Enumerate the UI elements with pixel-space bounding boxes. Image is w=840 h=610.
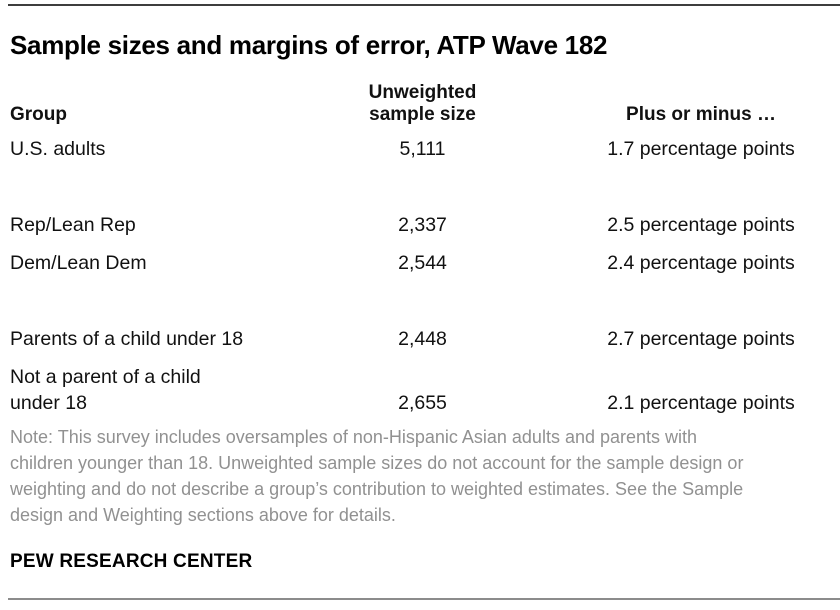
footnote-line: design and Weighting sections above for … [10, 505, 396, 525]
margin-of-error-value: 2.4 percentage points [607, 252, 795, 274]
sample-size-value: 2,448 [398, 328, 447, 350]
column-header-plus-or-minus: Plus or minus … [626, 104, 776, 125]
group-label: Not a parent of a child under 18 [10, 366, 201, 414]
sample-size-value: 2,337 [398, 214, 447, 236]
source-attribution: PEW RESEARCH CENTER [10, 551, 253, 572]
bottom-rule [8, 598, 840, 600]
sample-size-value: 2,544 [398, 252, 447, 274]
table-row-not-a-parent: Not a parent of a child under 18 2,655 2… [10, 358, 810, 416]
figure-title: Sample sizes and margins of error, ATP W… [10, 30, 608, 60]
group-label: Parents of a child under 18 [10, 328, 244, 350]
margin-of-error-value: 1.7 percentage points [607, 138, 795, 160]
filler-cell [480, 130, 592, 168]
table-row-parents: Parents of a child under 18 2,448 2.7 pe… [10, 320, 810, 358]
sample-size-value: 2,655 [398, 392, 447, 414]
footnote-line: Note: This survey includes oversamples o… [10, 427, 698, 447]
table-row-rep-lean-rep: Rep/Lean Rep 2,337 2.5 percentage points [10, 206, 810, 244]
filler-cell [480, 244, 592, 282]
top-rule [8, 4, 840, 6]
footnote-line: children younger than 18. Unweighted sam… [10, 453, 744, 473]
filler-cell [480, 358, 592, 416]
footnote-line: weighting and do not describe a group’s … [10, 479, 744, 499]
group-label: Dem/Lean Dem [10, 252, 147, 274]
filler-cell [480, 206, 592, 244]
table-header: Group Unweighted sample size Plus or min… [10, 70, 810, 130]
table-row-dem-lean-dem: Dem/Lean Dem 2,544 2.4 percentage points [10, 244, 810, 282]
header-filler-cell [480, 70, 592, 130]
margin-of-error-value: 2.7 percentage points [607, 328, 795, 350]
spacer-row [10, 168, 810, 206]
margin-of-error-value: 2.1 percentage points [607, 392, 795, 414]
spacer-cell [10, 168, 810, 206]
margin-of-error-value: 2.5 percentage points [607, 214, 795, 236]
sample-size-value: 5,111 [399, 138, 446, 160]
column-header-unweighted-sample-size: Unweighted sample size [368, 82, 477, 125]
footnote: Note: This survey includes oversamples o… [10, 424, 835, 528]
spacer-cell [10, 282, 810, 320]
filler-cell [480, 320, 592, 358]
group-label: U.S. adults [10, 138, 106, 160]
column-header-group: Group [10, 104, 67, 125]
group-label: Rep/Lean Rep [10, 214, 136, 236]
sample-size-table: Group Unweighted sample size Plus or min… [10, 70, 810, 416]
table-header-row: Group Unweighted sample size Plus or min… [10, 70, 810, 130]
spacer-row [10, 282, 810, 320]
table-row-us-adults: U.S. adults 5,111 1.7 percentage points [10, 130, 810, 168]
